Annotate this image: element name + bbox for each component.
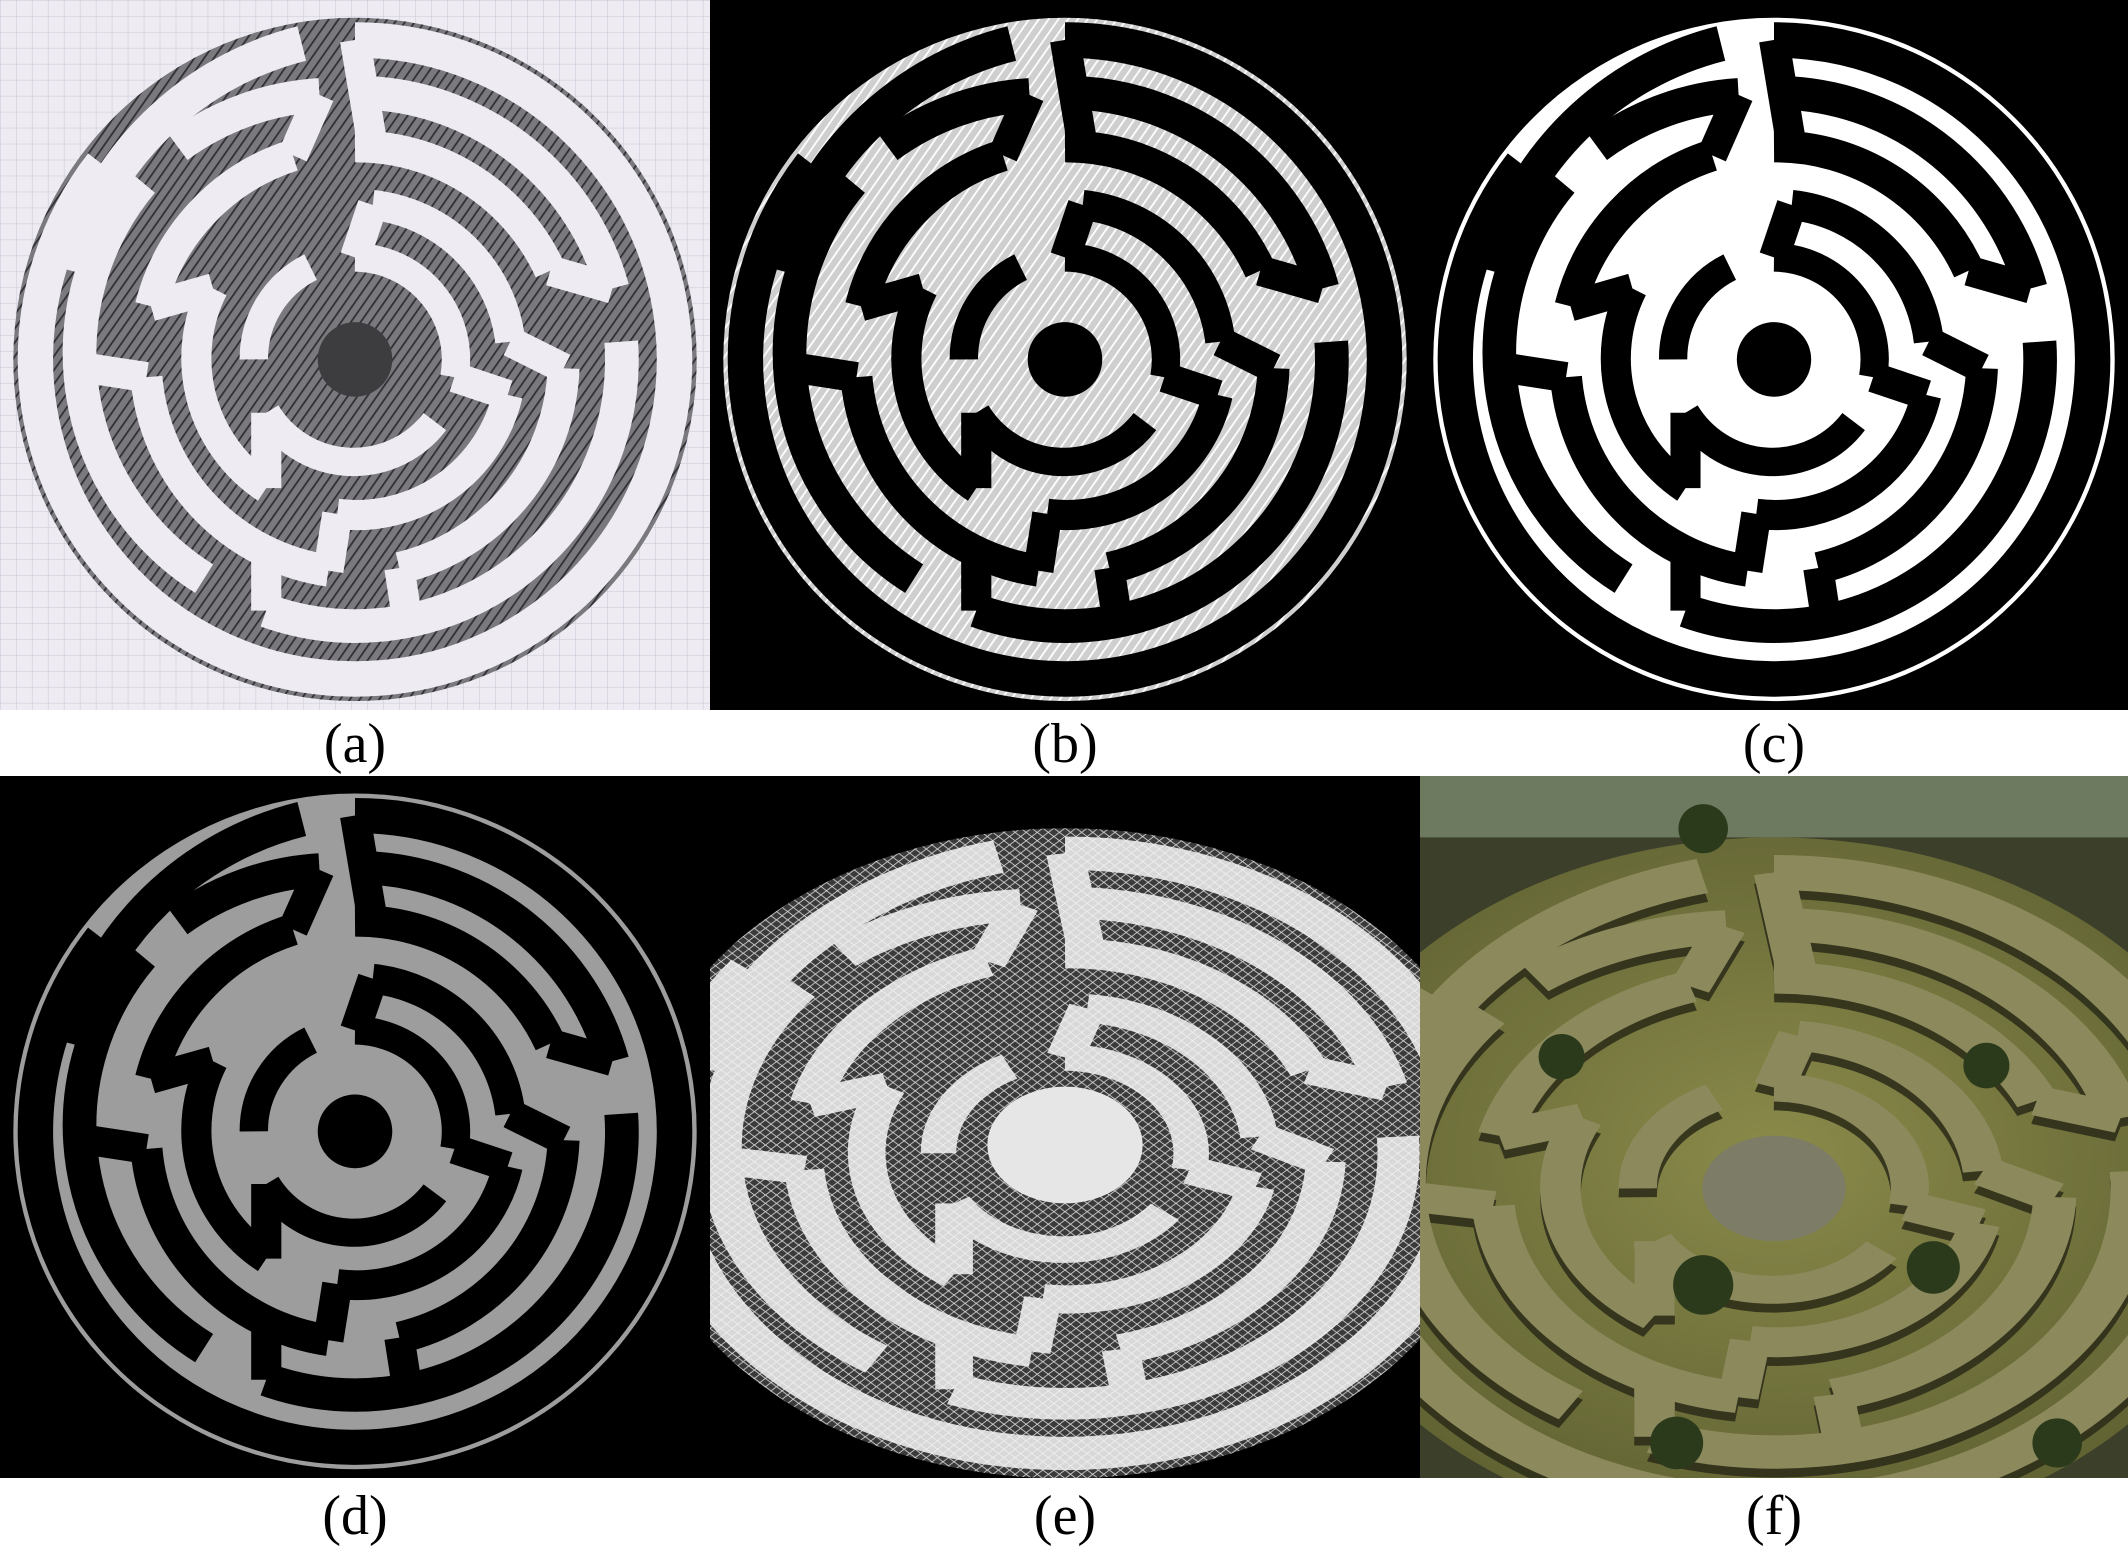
panel-c-binary [1420,0,2128,710]
panel-e-wireframe [710,776,1420,1478]
caption-c: (c) [1742,713,1806,775]
caption-e: (e) [1033,1485,1097,1547]
heightmap-maze-image [0,776,710,1478]
caption-b: (b) [1032,713,1098,775]
panel-f-render [1420,776,2128,1478]
caption-d: (d) [322,1485,388,1547]
panel-d-heightmap [0,776,710,1478]
sketch-maze-image [0,0,710,710]
panel-b-inverted [710,0,1420,710]
panel-a-sketch [0,0,710,710]
inverted-maze-image [710,0,1420,710]
rendered-maze-image [1420,776,2128,1478]
caption-a: (a) [323,713,387,775]
caption-f: (f) [1746,1485,1802,1547]
wireframe-maze-image [710,776,1420,1478]
binary-maze-image [1420,0,2128,710]
